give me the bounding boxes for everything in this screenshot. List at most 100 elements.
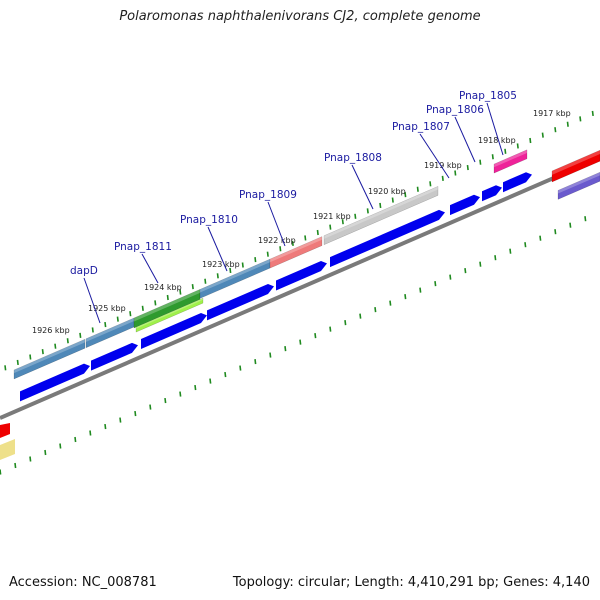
tick-dot [454, 170, 457, 176]
tick-dot [584, 216, 587, 222]
tick-dot [54, 343, 57, 349]
tick-dot [464, 268, 467, 274]
tick-dot [74, 436, 77, 443]
tick-dot [269, 352, 272, 358]
tick-dot [419, 287, 422, 293]
feature-bar [269, 236, 323, 269]
feature-bar-shine [552, 150, 600, 175]
tick-label-1926: 1926 kbp [32, 326, 70, 335]
tick-label-1917: 1917 kbp [533, 109, 571, 118]
tick-dot [429, 181, 432, 187]
tick-dot [341, 219, 344, 225]
gene-label-pnap_1808: Pnap_1808 [324, 152, 382, 164]
accession-text: Accession: NC_008781 [9, 575, 157, 590]
tick-dot [344, 320, 347, 326]
tick-dot [149, 404, 152, 410]
tick-dot [279, 246, 282, 252]
tick-dot [509, 248, 512, 254]
tick-dot [134, 410, 137, 417]
tick-dot [216, 273, 219, 279]
gene-label-pnap_1805: Pnap_1805 [459, 90, 517, 102]
feature-bar [0, 439, 15, 460]
cds-arrow [141, 312, 207, 349]
tick-label-1919: 1919 kbp [424, 161, 462, 170]
leader-line [141, 253, 159, 284]
tick-label-1920: 1920 kbp [368, 187, 406, 196]
tick-dot [304, 235, 307, 241]
genome-stats-text: Topology: circular; Length: 4,410,291 bp… [232, 575, 590, 590]
tick-dot [239, 365, 242, 371]
leader-line [267, 201, 286, 247]
genome-backbone [0, 156, 600, 420]
tick-dot [416, 186, 419, 192]
outer-tick-ring [4, 110, 594, 371]
tick-dot [491, 154, 494, 160]
feature-bar [551, 149, 600, 183]
tick-dot [529, 137, 532, 144]
cds-arrow [503, 172, 532, 193]
cds-arrow [330, 209, 445, 268]
leader-line [419, 133, 450, 179]
gene-label-pnap_1806: Pnap_1806 [426, 104, 484, 116]
feature-bar-shine [86, 317, 134, 342]
cds-arrow [482, 185, 502, 202]
tick-dot [466, 164, 469, 171]
tick-dot [164, 397, 167, 404]
feature-bar-shine [558, 172, 600, 194]
gene-labels: dapD Pnap_1811 Pnap_1810 Pnap_1809 Pnap_1808… [70, 90, 517, 324]
tick-dot [539, 235, 542, 241]
cds-arrow [450, 194, 480, 216]
feature-bar [557, 171, 600, 200]
tick-dot [116, 316, 119, 322]
tick-dot [441, 175, 444, 181]
tick-dot [554, 127, 557, 133]
tick-dot [29, 354, 32, 360]
tick-dot [316, 229, 319, 236]
gene-label-pnap_1810: Pnap_1810 [180, 214, 238, 226]
feature-bar-shine [136, 298, 203, 329]
right-feature-track [0, 423, 15, 460]
tick-dot [299, 339, 302, 345]
leader-line [207, 226, 228, 272]
tick-dot [566, 121, 569, 127]
gene-label-pnap_1811: Pnap_1811 [114, 241, 172, 253]
tick-dot [59, 443, 62, 449]
cog-feature-track [13, 149, 600, 380]
tick-dot [229, 267, 232, 274]
tick-dot [179, 391, 182, 397]
feature-bar [133, 289, 201, 329]
tick-dot [241, 262, 244, 268]
tick-dot [179, 289, 182, 295]
feature-bar-shine [200, 259, 270, 293]
tick-dot [104, 423, 107, 430]
tick-dot [329, 224, 332, 230]
tick-label-1923: 1923 kbp [202, 260, 240, 269]
tick-dot [389, 300, 392, 306]
tick-dot [194, 384, 197, 391]
tick-label-1921: 1921 kbp [313, 212, 351, 221]
tick-dot [224, 371, 227, 378]
tick-dot [434, 281, 437, 287]
tick-dot [66, 338, 69, 344]
cds-arrow [20, 363, 90, 402]
tick-dot [129, 311, 132, 317]
leader-line [83, 277, 101, 324]
cds-arrow [91, 342, 138, 371]
tick-dot [524, 242, 527, 248]
tick-dot [0, 469, 2, 475]
leader-line [454, 116, 476, 163]
tick-dot [291, 240, 294, 246]
tick-label-1925: 1925 kbp [88, 304, 126, 313]
tick-dot [404, 294, 407, 300]
gene-label-pnap_1809: Pnap_1809 [239, 189, 297, 201]
cds-arrow [207, 283, 274, 321]
tick-dot [359, 313, 362, 319]
tick-dot [79, 332, 82, 338]
tick-dot [591, 110, 594, 117]
tick-dot [14, 462, 17, 469]
tick-dot [119, 417, 122, 423]
tick-dot [104, 321, 107, 328]
feature-bar [13, 338, 86, 380]
tick-dot [29, 456, 32, 462]
